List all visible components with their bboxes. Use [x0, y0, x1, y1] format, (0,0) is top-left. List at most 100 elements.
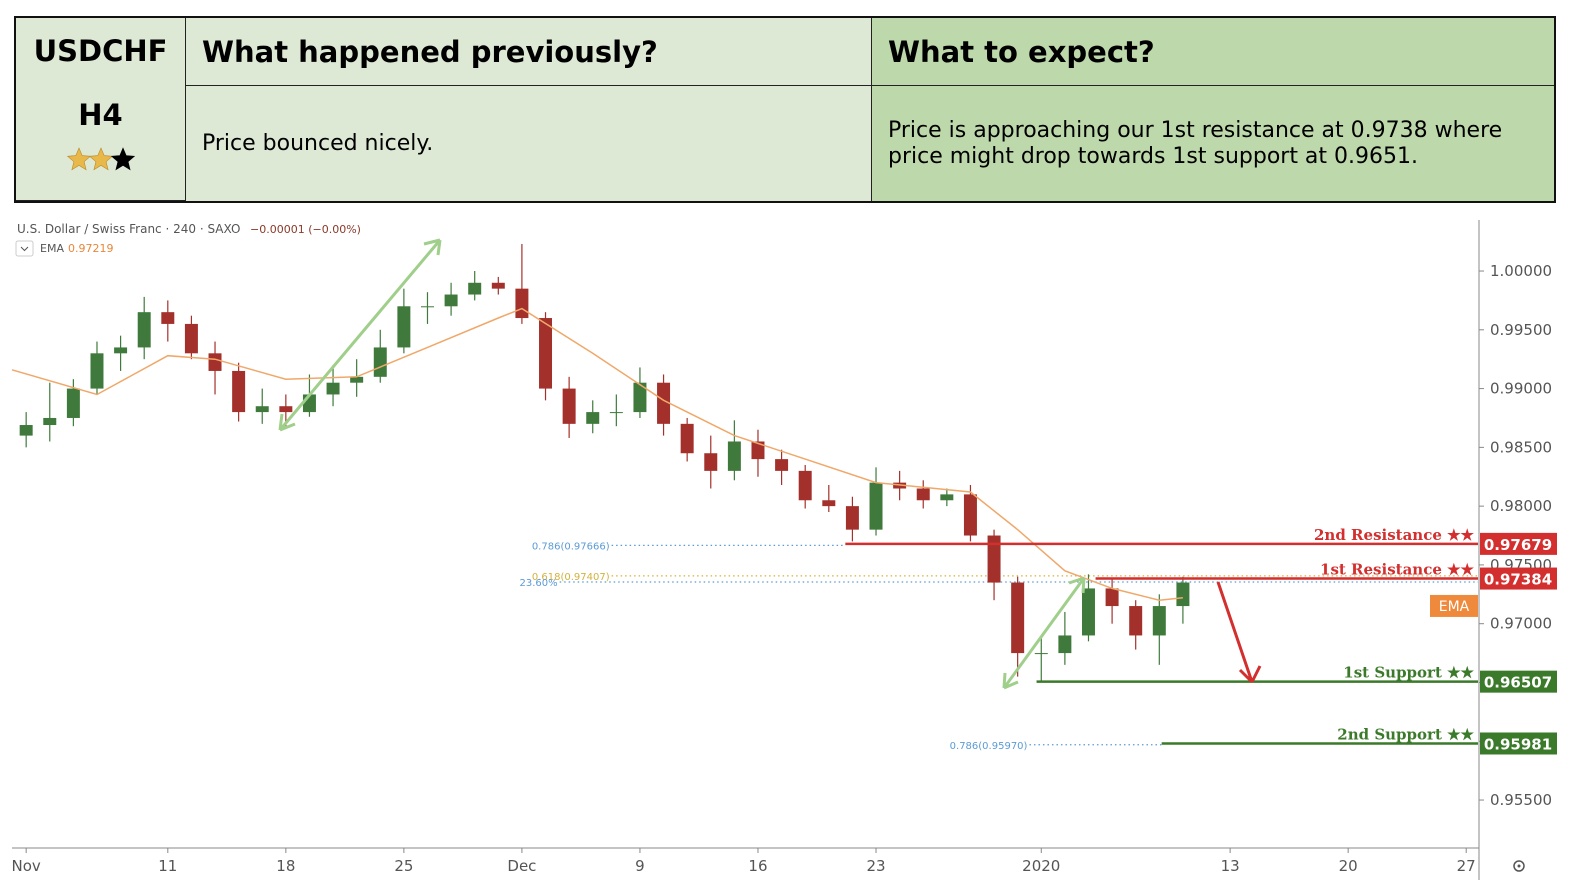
- previous-text: Price bounced nicely.: [186, 86, 872, 201]
- candle-body: [184, 323, 198, 354]
- price-tag: [1480, 670, 1557, 693]
- candle-body: [916, 488, 930, 501]
- plot: 0.95500 0.96000 0.96500 0.97000 0.97500 0.980…: [12, 243, 1557, 875]
- y-tick-label: 0.98500: [1490, 438, 1552, 456]
- candle-body: [19, 425, 33, 436]
- y-tick-label: 0.95500: [1490, 791, 1552, 809]
- candle-body: [845, 506, 859, 530]
- candle-body: [727, 441, 741, 471]
- candle-body: [1129, 606, 1143, 636]
- level-label: 1st Support ★★: [1343, 664, 1474, 682]
- x-tick-label: 20: [1339, 857, 1358, 875]
- candle-body: [1105, 588, 1119, 607]
- y-tick-label: 0.96000: [1490, 732, 1552, 750]
- fib-label: 23.60%: [520, 578, 558, 589]
- expect-title: What to expect?: [872, 18, 1554, 86]
- x-tick-label: 9: [635, 857, 645, 875]
- price-tag-label: 0.96507: [1484, 674, 1552, 692]
- timeframe: H4: [78, 98, 123, 132]
- candle-body: [539, 318, 553, 389]
- candle-body: [420, 306, 434, 308]
- price-tag: [1480, 567, 1557, 590]
- y-tick-label: 0.99000: [1490, 380, 1552, 398]
- candle-body: [444, 294, 458, 307]
- candle-body: [137, 312, 151, 348]
- x-tick-label: 23: [866, 857, 885, 875]
- candle-body: [302, 394, 316, 413]
- fib-label: 0.786(0.97666): [532, 541, 610, 552]
- candle-body: [161, 312, 175, 324]
- level-label: 2nd Support ★★: [1337, 725, 1474, 743]
- green-arrow: [1002, 576, 1086, 690]
- y-tick-label: 1.00000: [1490, 262, 1552, 280]
- candle-body: [586, 412, 600, 424]
- star: [110, 147, 135, 171]
- symbol-cell: USDCHF H4: [16, 18, 186, 201]
- rating: [66, 147, 135, 171]
- x-tick-label: 25: [394, 857, 413, 875]
- y-tick-label: 0.98000: [1490, 497, 1552, 515]
- previous-title: What happened previously?: [186, 18, 872, 86]
- price-tag-label: 0.97384: [1484, 571, 1552, 589]
- candle-body: [822, 500, 836, 507]
- candle-body: [1034, 653, 1048, 655]
- candle-body: [940, 494, 954, 501]
- level-label: 2nd Resistance ★★: [1314, 526, 1475, 544]
- gear[interactable]: [1513, 860, 1525, 872]
- x-tick-label: 2020: [1022, 857, 1060, 875]
- fib-label: 0.786(0.95970): [950, 741, 1028, 752]
- candle-body: [1081, 588, 1095, 636]
- gear-icon[interactable]: [1513, 860, 1525, 872]
- candle-body: [798, 470, 812, 501]
- candle-body: [633, 382, 647, 413]
- candle-body: [609, 412, 623, 414]
- candle-body: [1011, 582, 1025, 654]
- x-tick-label: 16: [748, 857, 767, 875]
- x-tick-label: 27: [1457, 857, 1476, 875]
- collapse-button[interactable]: [15, 240, 34, 257]
- x-tick-label: Dec: [507, 857, 536, 875]
- candle-body: [114, 347, 128, 354]
- symbol: USDCHF: [33, 34, 168, 68]
- price-tag-label: 0.95981: [1484, 735, 1552, 753]
- candle-body: [1152, 606, 1166, 636]
- candle-body: [704, 453, 718, 471]
- candle-body: [515, 288, 529, 319]
- candle-body: [1176, 582, 1190, 607]
- candle-body: [680, 423, 694, 454]
- candle-body: [350, 376, 364, 383]
- gear-center[interactable]: [1517, 864, 1521, 868]
- candle-body: [893, 482, 907, 489]
- y-tick-label: 0.99500: [1490, 321, 1552, 339]
- candle-body: [66, 388, 80, 418]
- candle-body: [869, 482, 883, 530]
- candle-body: [987, 535, 1001, 583]
- y-tick-label: 0.97500: [1490, 556, 1552, 574]
- candle-body: [657, 382, 671, 424]
- candle-body: [1058, 635, 1072, 654]
- candle-body: [208, 353, 222, 371]
- candle-body: [255, 406, 269, 413]
- star: [88, 147, 113, 171]
- chart-title: U.S. Dollar / Swiss Franc · 240 · SAXO: [17, 222, 240, 236]
- candle-body: [491, 282, 505, 289]
- candle-body: [326, 382, 340, 395]
- star: [66, 147, 91, 171]
- x-tick-label: 11: [158, 857, 177, 875]
- candle-body: [397, 306, 411, 348]
- y-tick-label: 0.96500: [1490, 673, 1552, 691]
- candle-body: [963, 494, 977, 536]
- candle-body: [279, 406, 293, 413]
- candle-body: [232, 370, 246, 413]
- x-tick-label: 13: [1221, 857, 1240, 875]
- candle-body: [90, 353, 104, 389]
- candle-body: [373, 347, 387, 377]
- ema-tag: [1430, 594, 1478, 617]
- fib-label: 0.618(0.97407): [532, 572, 610, 583]
- green-arrow: [278, 238, 442, 432]
- header-table: USDCHF H4 What happened previously? What…: [14, 16, 1556, 203]
- price-tag-label: 0.97679: [1484, 536, 1552, 554]
- ema-tag-label: EMA: [1439, 599, 1470, 615]
- expect-text: Price is approaching our 1st resistance …: [872, 86, 1554, 201]
